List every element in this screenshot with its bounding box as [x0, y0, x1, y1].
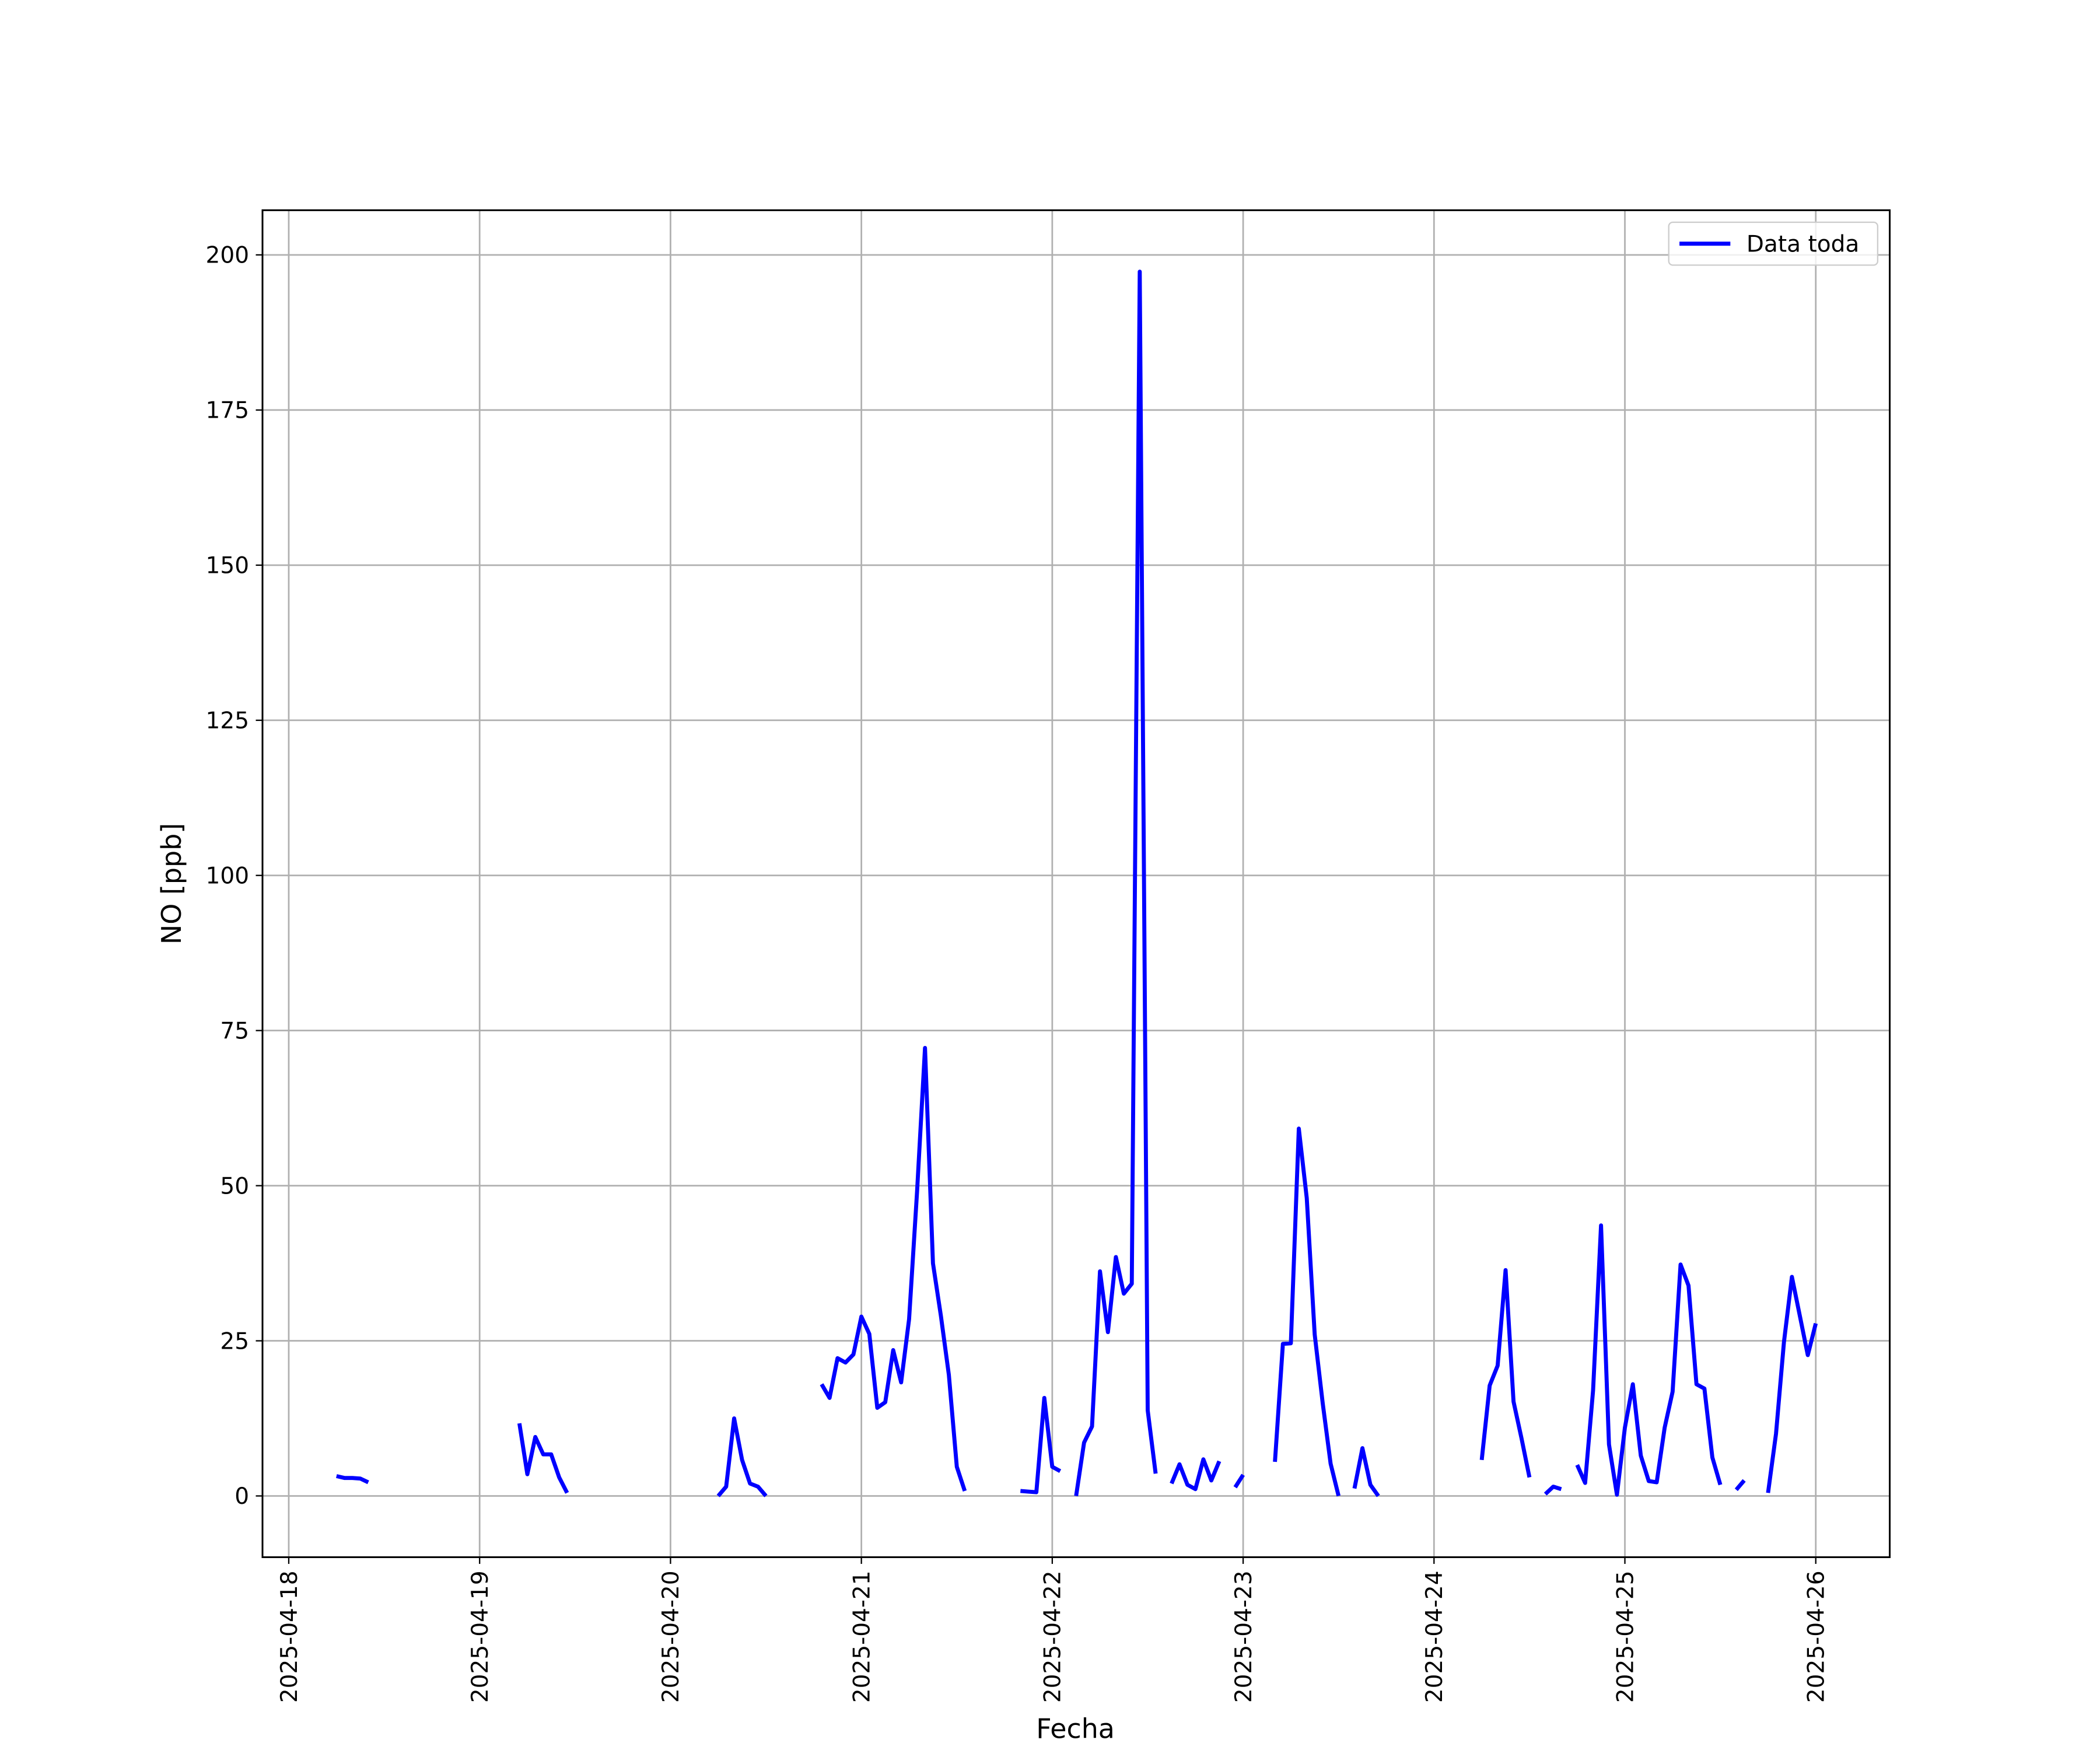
plot-frame	[261, 209, 1891, 1558]
y-tick-label: 125	[206, 708, 249, 734]
x-tick-label: 2025-04-23	[1231, 1570, 1257, 1703]
y-tick-label: 200	[206, 243, 249, 269]
x-tick-label: 2025-04-20	[658, 1570, 684, 1703]
y-tick-label: 0	[235, 1483, 249, 1510]
y-tick-label: 75	[220, 1018, 249, 1044]
x-tick-label: 2025-04-24	[1422, 1570, 1448, 1703]
x-tick-label: 2025-04-22	[1040, 1570, 1066, 1703]
x-tick-label: 2025-04-18	[276, 1570, 303, 1703]
x-tick-label: 2025-04-25	[1612, 1570, 1639, 1703]
x-tick-label: 2025-04-19	[467, 1570, 494, 1703]
y-tick-label: 25	[220, 1328, 249, 1354]
y-tick-label: 175	[206, 398, 249, 424]
y-axis-label: NO [ppb]	[156, 823, 187, 944]
x-axis-label: Fecha	[1036, 1713, 1115, 1744]
legend-label: Data toda	[1746, 232, 1859, 258]
y-tick-label: 100	[206, 863, 249, 889]
y-tick-label: 150	[206, 553, 249, 579]
legend-box	[1668, 221, 1879, 266]
x-tick-label: 2025-04-21	[849, 1570, 875, 1703]
y-tick-label: 50	[220, 1173, 249, 1199]
data-line	[336, 270, 1818, 1497]
x-tick-label: 2025-04-26	[1804, 1570, 1830, 1703]
